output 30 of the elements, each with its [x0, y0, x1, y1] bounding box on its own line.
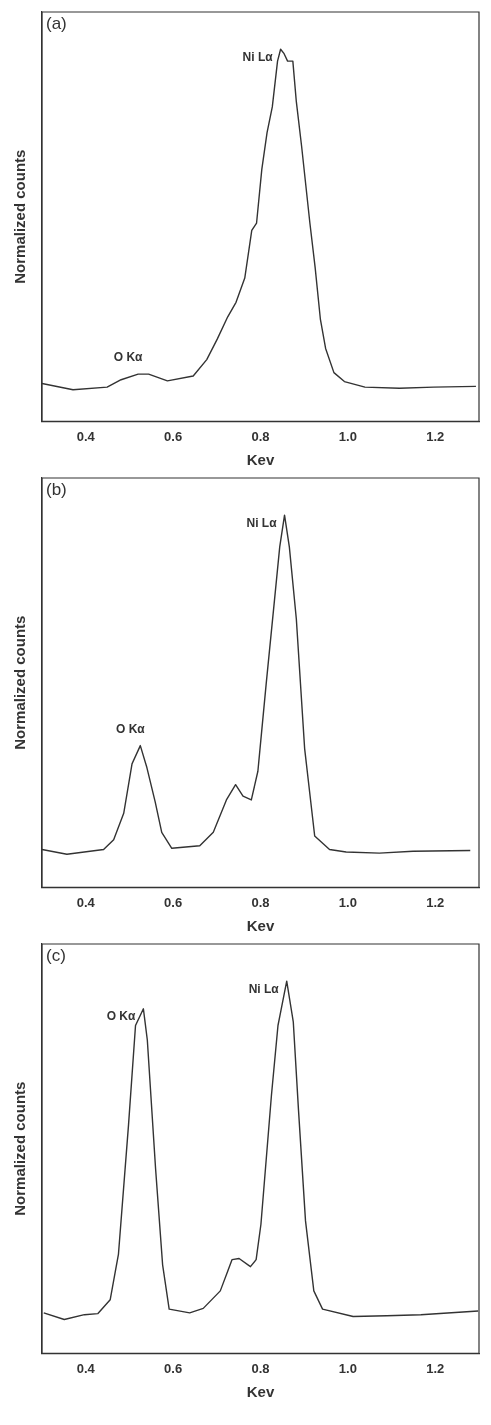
y-axis-title: Normalized counts [11, 1081, 29, 1216]
x-tick-label: 0.8 [251, 1360, 270, 1376]
y-axis-title: Normalized counts [11, 149, 29, 284]
x-tick-label: 0.6 [164, 894, 183, 910]
y-axis-title: Normalized counts [11, 615, 29, 750]
text: (a) [46, 14, 67, 34]
x-tick-label: 1.2 [426, 428, 445, 444]
x-tick-label: 1.2 [426, 894, 445, 910]
annotation: O Kα [106, 1009, 136, 1024]
annotation: Ni Lα [246, 515, 278, 530]
x-axis-title: Kev [246, 917, 275, 935]
x-tick-label: 1.0 [338, 428, 357, 444]
text: (c) [46, 946, 66, 966]
x-tick-label: 1.0 [338, 894, 357, 910]
x-tick-label: 0.6 [164, 1360, 183, 1376]
annotation: O Kα [113, 350, 144, 365]
x-tick-label: 0.4 [76, 1360, 96, 1376]
x-axis-title: Kev [246, 451, 275, 469]
x-tick-label: 0.6 [164, 428, 183, 444]
x-tick-label: 0.8 [251, 894, 270, 910]
x-tick-label: 0.4 [76, 428, 96, 444]
x-tick-label: 0.8 [251, 428, 270, 444]
annotation: Ni Lα [242, 49, 274, 64]
annotation: O Kα [115, 721, 146, 736]
text: (b) [46, 480, 67, 500]
x-tick-label: 1.0 [338, 1360, 357, 1376]
x-tick-label: 1.2 [426, 1360, 445, 1376]
x-tick-label: 0.4 [76, 894, 96, 910]
x-axis-title: Kev [246, 1383, 275, 1401]
annotation: Ni Lα [248, 981, 280, 996]
